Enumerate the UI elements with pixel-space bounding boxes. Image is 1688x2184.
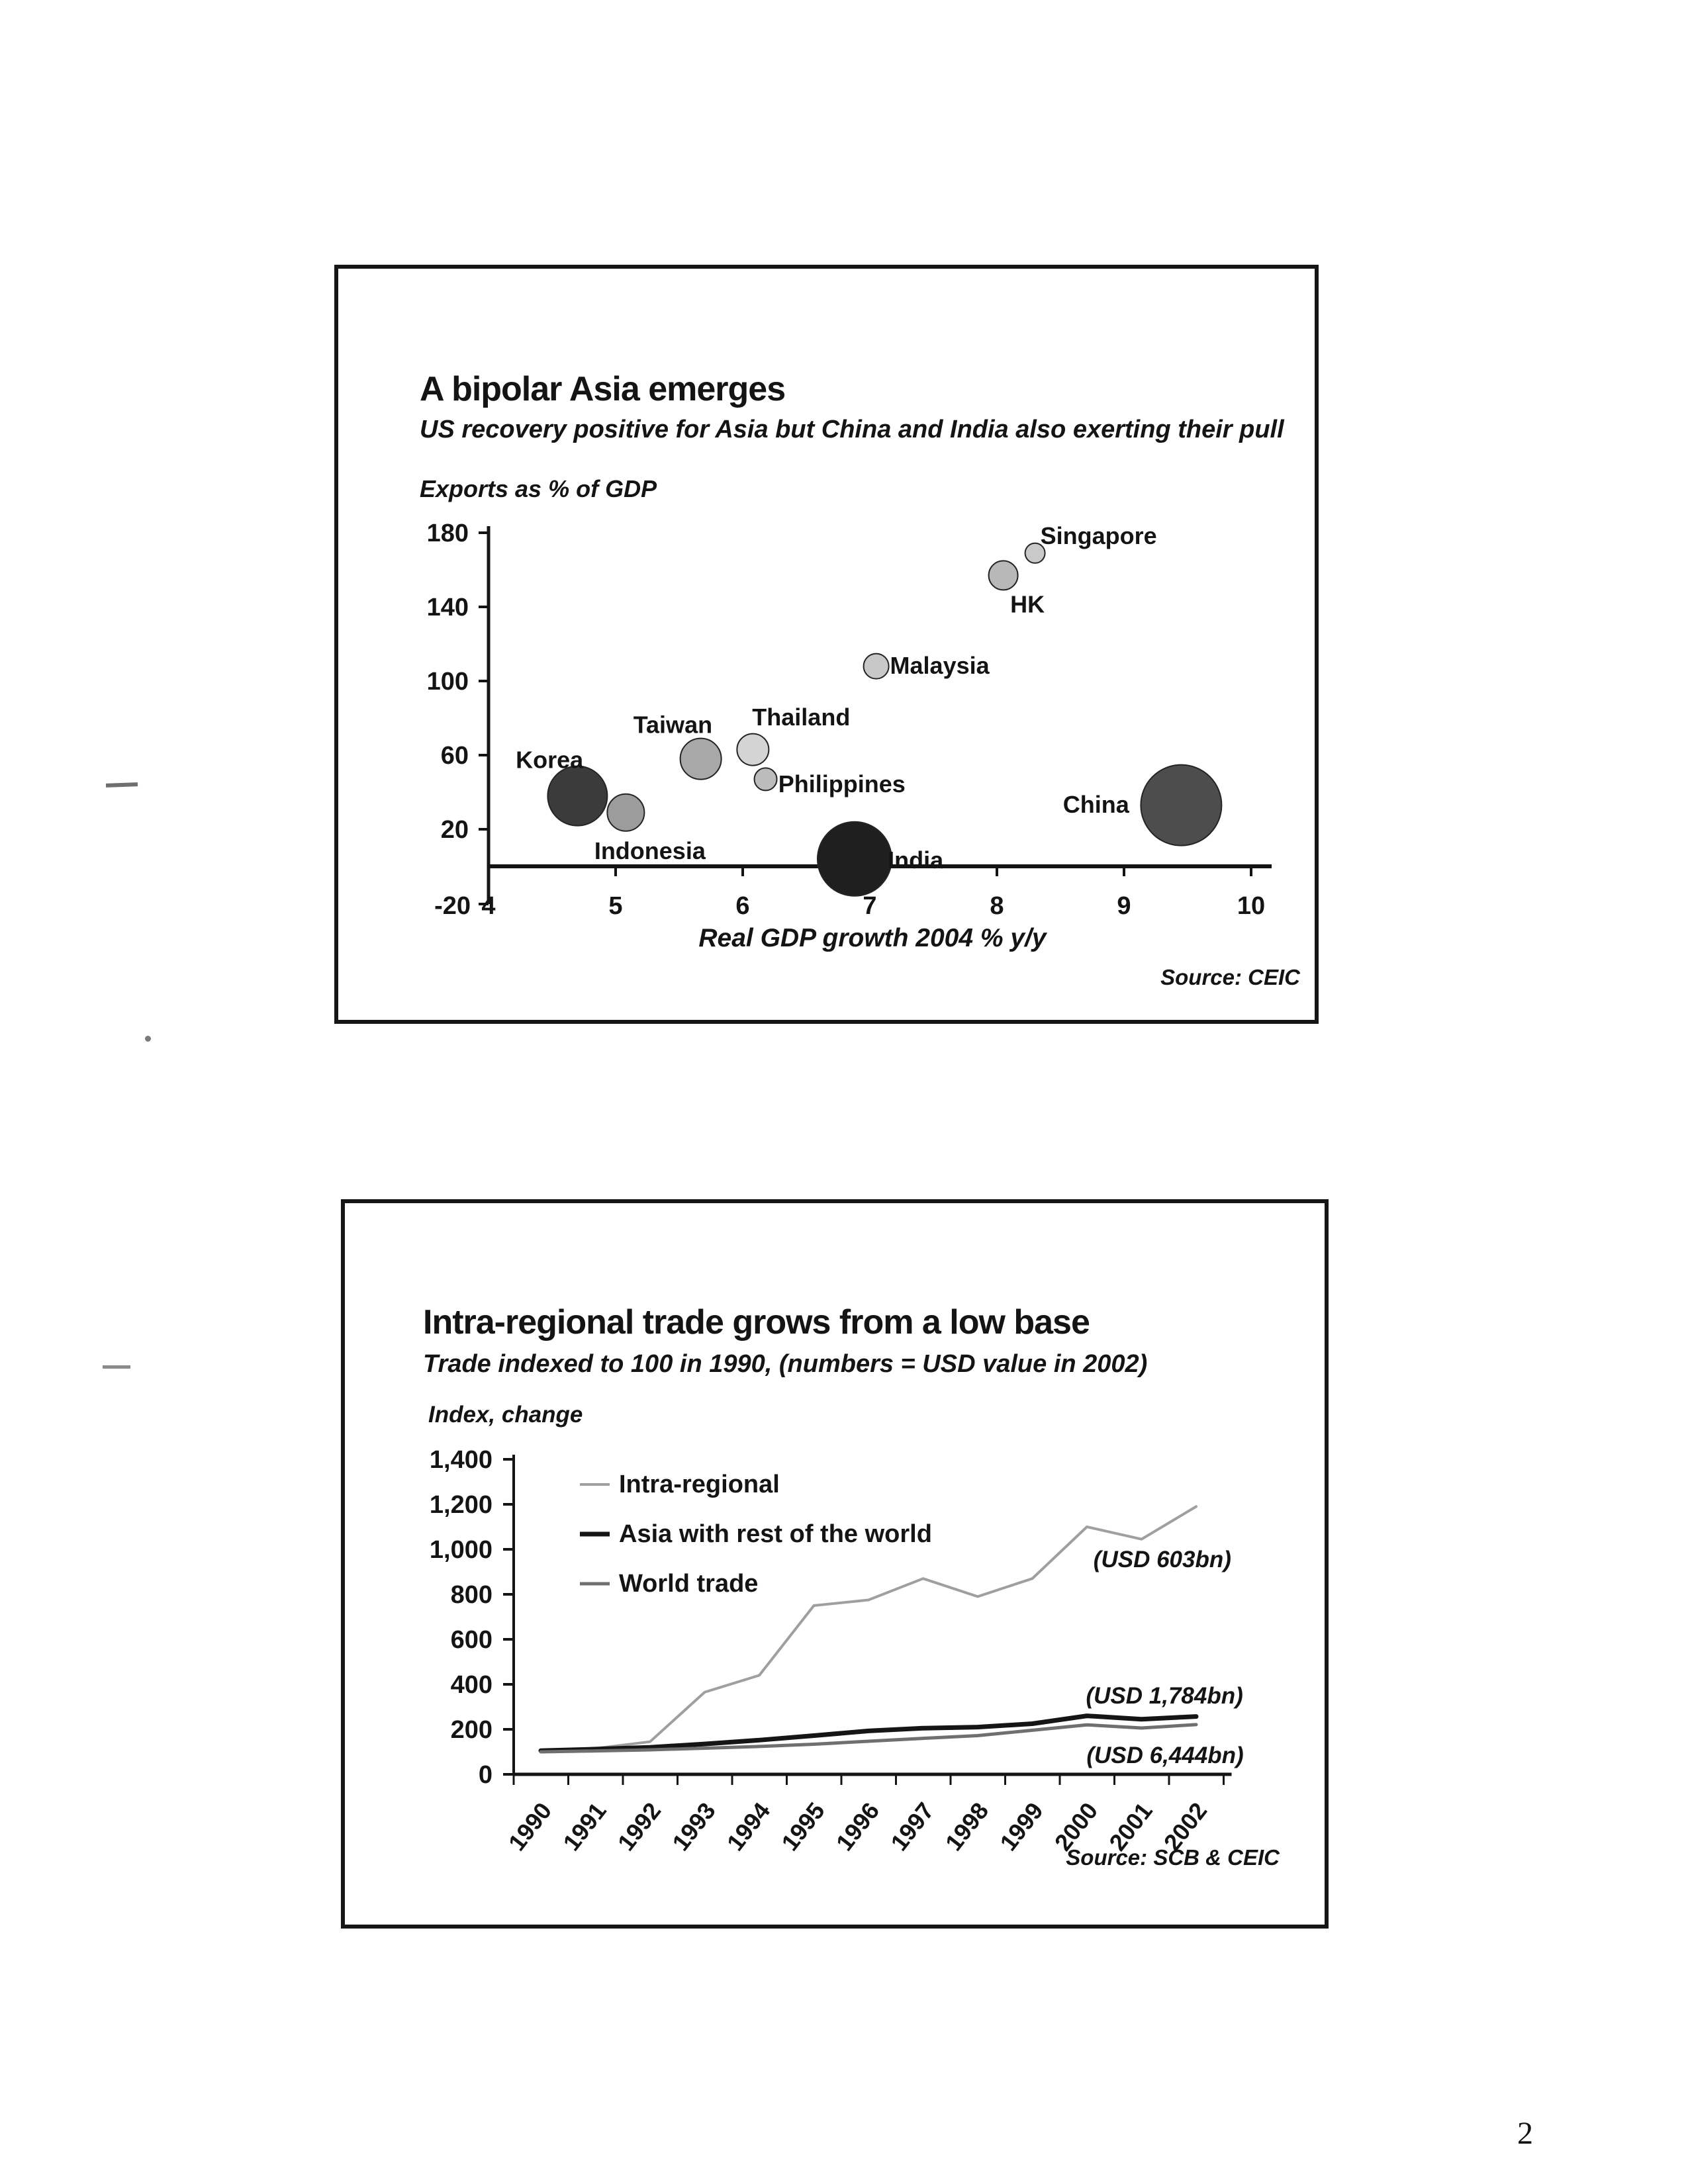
bubble-chart: 180 140 100 60 20 -20 4 5 6 7 8 9 10 Korea Indonesia Ta…	[427, 520, 1272, 920]
y-tick-label: 1,400	[430, 1446, 492, 1474]
x-year-label: 1998	[940, 1797, 994, 1856]
series-asia-with-rest-of-the-world	[538, 1713, 1199, 1753]
bubble-label-korea: Korea	[516, 747, 584, 774]
chart2-title: Intra-regional trade grows from a low ba…	[423, 1303, 1090, 1342]
y-tick-label: 140	[427, 594, 469, 621]
y-tick-label: 180	[427, 520, 469, 547]
y-tick-label: 800	[451, 1581, 492, 1609]
bubble-label-china: China	[1063, 791, 1130, 818]
x-year-label: 1993	[667, 1797, 721, 1856]
line-chart: 0 200 400 600 800 1,000 1,200 1,400 1990 1991 1992…	[430, 1446, 1244, 1856]
x-year-label: 1999	[994, 1797, 1049, 1856]
chart1-y-axis-title: Exports as % of GDP	[420, 475, 657, 502]
chart1-title: A bipolar Asia emerges	[420, 370, 786, 408]
y-tick-label: 200	[451, 1716, 492, 1744]
x-tick-label: 9	[1117, 892, 1131, 920]
x-year-label: 1994	[722, 1797, 776, 1856]
scan-artifact-dot	[145, 1036, 151, 1042]
x-year-label: 1997	[885, 1797, 939, 1856]
bubble-india	[816, 821, 892, 897]
y-tick-label: 1,200	[430, 1491, 492, 1519]
chart1-x-axis-title: Real GDP growth 2004 % y/y	[698, 924, 1047, 952]
chart2-subtitle: Trade indexed to 100 in 1990, (numbers =…	[423, 1350, 1148, 1378]
x-tick-label: 8	[990, 892, 1004, 920]
annotation--usd-6-444bn-: (USD 6,444bn)	[1086, 1743, 1243, 1768]
series-world-trade	[539, 1723, 1198, 1754]
x-year-label: 1995	[776, 1797, 830, 1856]
x-tick-label: 7	[863, 892, 876, 920]
series-intra-regional	[539, 1505, 1197, 1753]
legend-label-intra-regional: Intra-regional	[619, 1471, 780, 1498]
scan-artifact-dash	[105, 782, 138, 788]
x-year-label: 1996	[831, 1797, 885, 1856]
chart2-source: Source: SCB & CEIC	[1066, 1845, 1280, 1870]
x-year-label: 1990	[503, 1797, 557, 1856]
y-tick-label: 20	[441, 816, 469, 844]
y-tick-label: 1,000	[430, 1536, 492, 1564]
y-tick-label: 60	[441, 742, 469, 770]
scan-artifact-dash	[103, 1365, 130, 1369]
bubble-malaysia	[863, 653, 890, 680]
annotation--usd-603bn-: (USD 603bn)	[1094, 1547, 1231, 1572]
chart1-subtitle: US recovery positive for Asia but China …	[420, 416, 1284, 443]
bubble-label-philippines: Philippines	[778, 770, 906, 797]
bubble-indonesia	[606, 793, 645, 832]
bubble-label-singapore: Singapore	[1041, 522, 1157, 549]
x-year-label: 1991	[557, 1797, 612, 1856]
bubble-label-indonesia: Indonesia	[594, 837, 706, 864]
bubble-philippines	[753, 767, 778, 792]
annotation--usd-1-784bn-: (USD 1,784bn)	[1086, 1683, 1243, 1709]
y-tick-label: 400	[451, 1671, 492, 1699]
x-tick-label: 10	[1237, 892, 1265, 920]
x-tick-label: 4	[481, 892, 495, 920]
bubble-hk	[988, 560, 1019, 591]
y-tick-label: 100	[427, 668, 469, 696]
page-number: 2	[1517, 2116, 1533, 2151]
legend-label-world-trade: World trade	[619, 1570, 758, 1598]
bubble-taiwan	[679, 737, 722, 780]
legend-label-asia-with-rest-of-the-world: Asia with rest of the world	[619, 1520, 932, 1548]
bubble-china	[1140, 764, 1223, 846]
bubble-korea	[547, 765, 608, 827]
slide-box-top: A bipolar Asia emerges US recovery posit…	[334, 265, 1319, 1024]
y-min-tick-label: -20	[434, 892, 471, 920]
y-tick-label: 600	[451, 1626, 492, 1654]
chart1-source: Source: CEIC	[1160, 965, 1300, 989]
bubble-label-malaysia: Malaysia	[890, 652, 990, 679]
bubble-thailand	[736, 733, 770, 766]
chart2-y-axis-title: Index, change	[428, 1402, 583, 1428]
bubble-singapore	[1024, 542, 1046, 564]
x-tick-label: 6	[735, 892, 749, 920]
bubble-label-taiwan: Taiwan	[633, 711, 712, 738]
x-year-label: 1992	[612, 1797, 667, 1856]
bubble-label-hk: HK	[1010, 590, 1045, 617]
bubble-label-thailand: Thailand	[752, 704, 850, 731]
x-tick-label: 5	[608, 892, 622, 920]
bubble-label-india: India	[888, 846, 944, 874]
slide-box-bottom: Intra-regional trade grows from a low ba…	[341, 1199, 1329, 1929]
y-tick-label: 0	[479, 1761, 492, 1789]
